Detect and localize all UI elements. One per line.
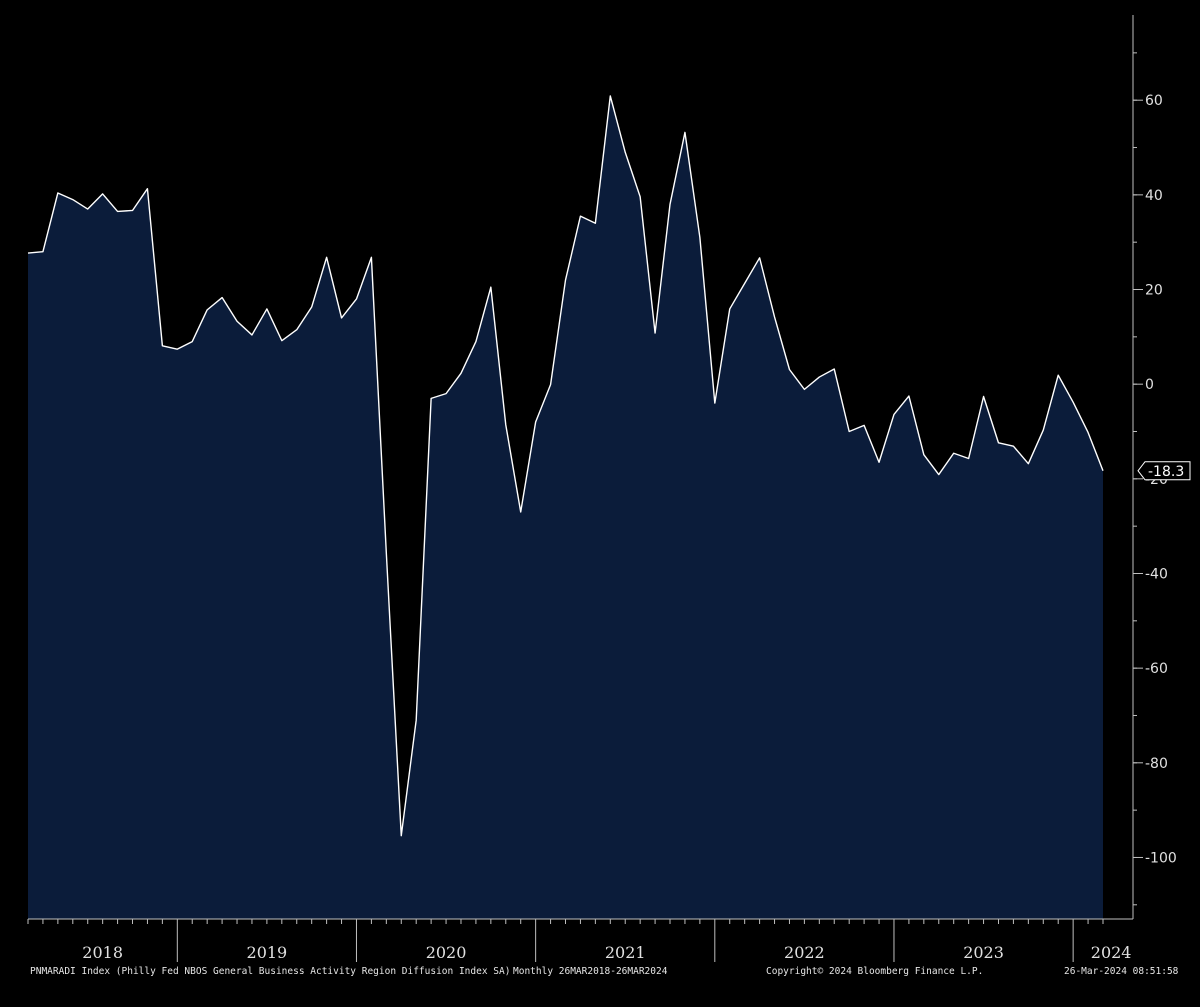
series-description: PNMARADI Index (Philly Fed NBOS General …	[30, 966, 511, 977]
chart-footer: PNMARADI Index (Philly Fed NBOS General …	[0, 964, 1200, 984]
timestamp: 26-Mar-2024 08:51:58	[1064, 966, 1179, 977]
area-series-layer	[27, 95, 1104, 920]
copyright-notice: Copyright© 2024 Bloomberg Finance L.P.	[766, 966, 984, 977]
last-value-label: -18.3	[1148, 464, 1184, 480]
year-label: 2019	[247, 943, 288, 962]
area-fill	[28, 95, 1103, 920]
year-label: 2020	[426, 943, 467, 962]
y-tick-label: 60	[1145, 93, 1163, 109]
series-line	[27, 95, 1104, 837]
year-label: 2018	[82, 943, 123, 962]
y-tick-label: 20	[1145, 283, 1163, 299]
y-tick-label: 0	[1145, 377, 1154, 393]
y-tick-label: -80	[1145, 756, 1168, 772]
frequency-range: Monthly 26MAR2018-26MAR2024	[513, 966, 668, 977]
x-axis: 2018 2019 2020 2021 2022 2023 2024	[27, 918, 1133, 962]
y-tick-label: 40	[1145, 188, 1163, 204]
y-tick-label: -100	[1145, 850, 1177, 866]
last-value-box	[1137, 461, 1191, 481]
y-tick-label: -40	[1145, 566, 1168, 582]
year-label: 2024	[1091, 943, 1132, 962]
year-label: 2021	[605, 943, 646, 962]
year-label: 2023	[963, 943, 1004, 962]
year-label: 2022	[784, 943, 825, 962]
last-value-marker: -18.3	[1137, 461, 1191, 481]
y-tick-label: -60	[1145, 661, 1168, 677]
